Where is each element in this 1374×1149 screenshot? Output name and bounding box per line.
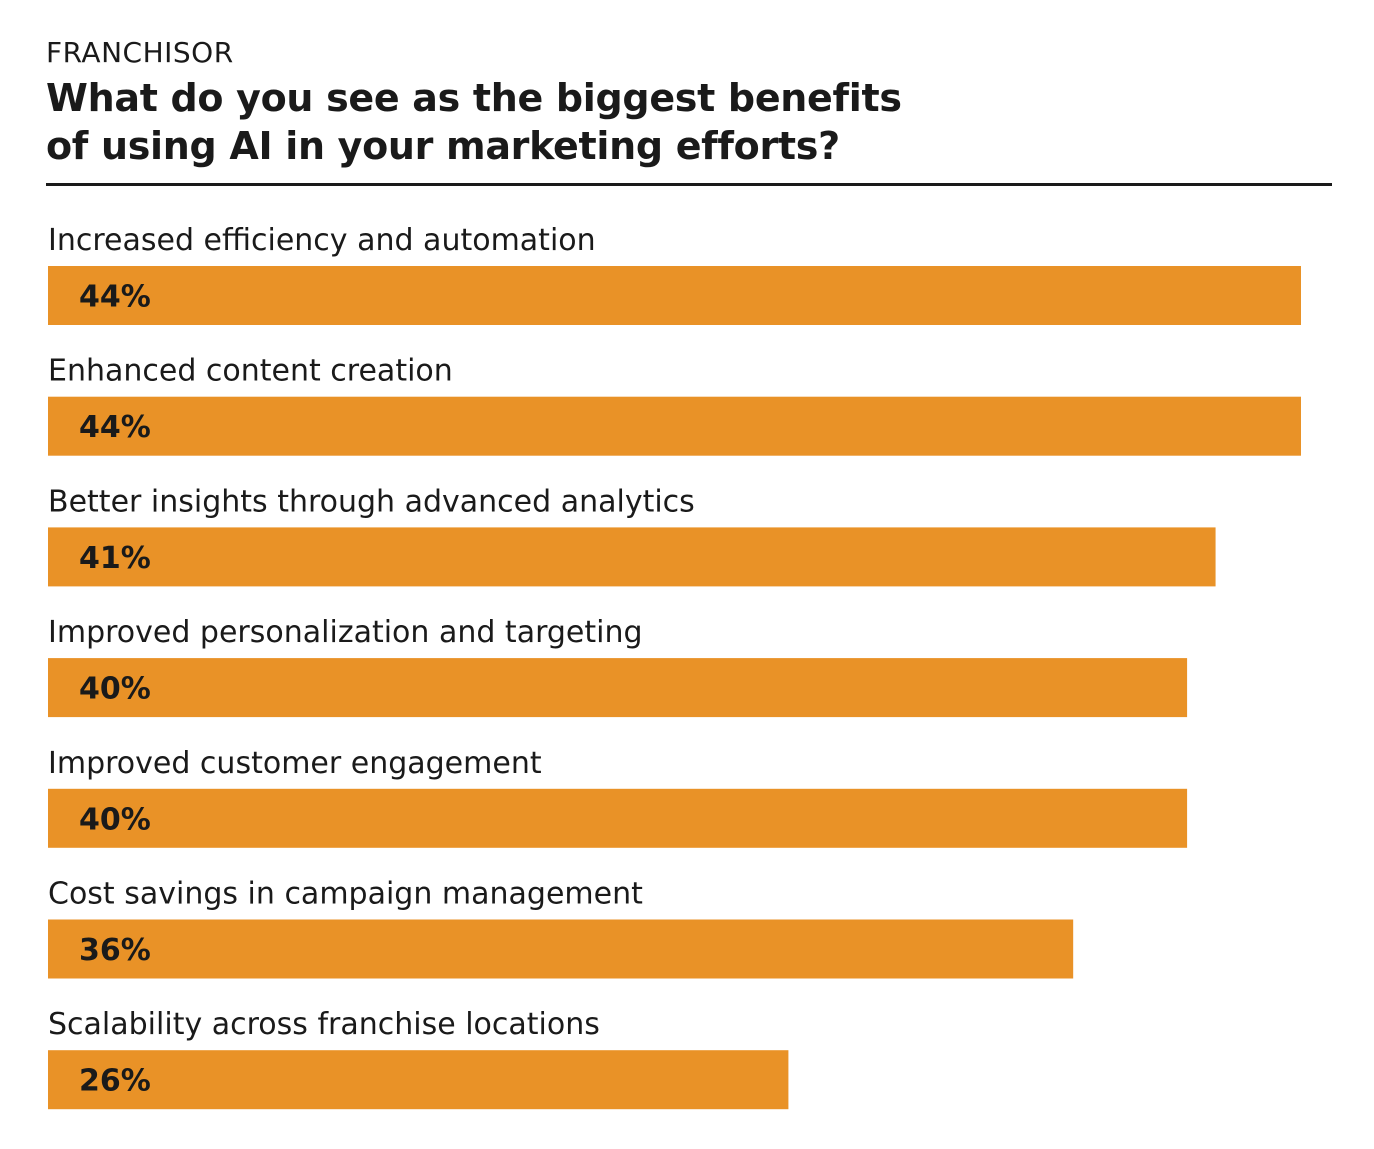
bar — [48, 788, 1188, 848]
bar — [48, 1050, 789, 1110]
category-label: Improved customer engagement — [48, 746, 542, 781]
bar — [48, 527, 1216, 587]
category-label: Enhanced content creation — [48, 354, 453, 389]
bar — [48, 658, 1188, 718]
value-label: 26% — [79, 1064, 151, 1099]
bar — [48, 266, 1301, 325]
bar — [48, 396, 1301, 456]
value-label: 44% — [79, 410, 151, 445]
category-label: Scalability across franchise locations — [48, 1007, 600, 1042]
value-label: 40% — [79, 672, 151, 707]
category-label: Increased efficiency and automation — [48, 223, 596, 258]
value-label: 44% — [79, 280, 151, 315]
title-divider — [46, 183, 1332, 186]
value-label: 40% — [79, 802, 151, 837]
category-label: Improved personalization and targeting — [48, 615, 643, 650]
value-label: 36% — [79, 933, 151, 968]
bar — [48, 919, 1074, 979]
chart-title: What do you see as the biggest benefits … — [46, 76, 902, 168]
value-label: 41% — [79, 541, 151, 576]
category-label: Better insights through advanced analyti… — [48, 484, 695, 519]
chart-eyebrow: FRANCHISOR — [46, 36, 234, 69]
category-label: Cost savings in campaign management — [48, 877, 643, 912]
